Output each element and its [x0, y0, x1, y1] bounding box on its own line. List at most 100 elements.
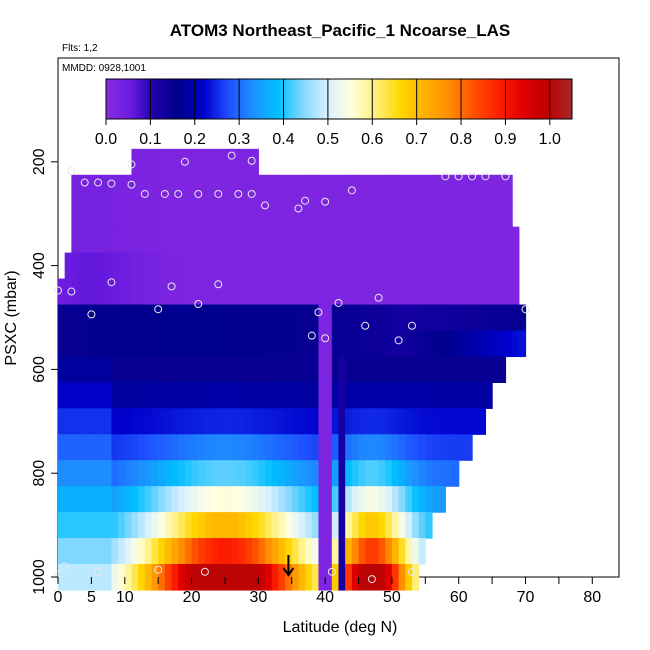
heatmap-cell: [164, 434, 173, 461]
heatmap-cell: [385, 486, 393, 513]
heatmap-cell: [204, 356, 213, 383]
heatmap-cell: [318, 382, 326, 409]
heatmap-cell: [458, 226, 466, 254]
heatmap-cell: [278, 278, 286, 306]
heatmap-cell: [291, 252, 300, 280]
heatmap-cell: [171, 226, 179, 254]
heatmap-cell: [171, 486, 179, 513]
heatmap-cell: [245, 486, 253, 513]
heatmap-cell: [218, 200, 226, 228]
heatmap-cell: [184, 512, 193, 539]
heatmap-cell: [171, 174, 179, 202]
heatmap-cell: [164, 564, 173, 591]
heatmap-cell: [211, 226, 219, 254]
heatmap-cell: [238, 330, 246, 358]
heatmap-cell: [432, 434, 440, 461]
heatmap-cell: [64, 512, 72, 539]
heatmap-cell: [251, 460, 259, 487]
heatmap-cell: [318, 356, 326, 383]
heatmap-cell: [285, 564, 293, 591]
heatmap-cell: [492, 200, 500, 228]
heatmap-cell: [418, 408, 426, 435]
colorbar-tick-label: 0.4: [272, 131, 294, 148]
heatmap-cell: [505, 200, 513, 228]
heatmap-cell: [338, 278, 346, 306]
heatmap-cell: [458, 330, 466, 358]
heatmap-cell: [291, 330, 300, 358]
heatmap-cell: [178, 512, 186, 539]
heatmap-cell: [505, 226, 513, 254]
heatmap-cell: [98, 200, 106, 228]
heatmap-cell: [111, 252, 119, 280]
heatmap-cell: [325, 278, 333, 306]
heatmap-cell: [298, 252, 306, 280]
heatmap-cell: [305, 226, 313, 254]
arrow-marker: [282, 555, 295, 577]
heatmap-cell: [492, 330, 500, 358]
y-tick-label: 800: [31, 460, 48, 487]
heatmap-cell: [438, 408, 446, 435]
heatmap-cell: [164, 200, 173, 228]
heatmap-cell: [184, 252, 193, 280]
heatmap-cell: [198, 148, 206, 176]
heatmap-cell: [271, 382, 279, 409]
heatmap-cell: [405, 304, 413, 332]
heatmap-cell: [211, 460, 219, 487]
heatmap-cell: [144, 252, 153, 280]
heatmap-cell: [298, 278, 306, 306]
heatmap-cell: [151, 486, 159, 513]
heatmap-cell: [84, 330, 92, 358]
heatmap-cell: [338, 304, 346, 332]
heatmap-cell: [124, 252, 133, 280]
heatmap-cell: [144, 356, 153, 383]
heatmap-cell: [452, 174, 460, 202]
heatmap-cell: [512, 304, 520, 332]
heatmap-cell: [311, 278, 320, 306]
heatmap-cell: [305, 174, 313, 202]
heatmap-cell: [311, 538, 320, 565]
heatmap-cell: [498, 330, 507, 358]
heatmap-cell: [204, 382, 213, 409]
heatmap-cell: [238, 356, 246, 383]
heatmap-cell: [291, 512, 300, 539]
x-tick-label: 30: [249, 589, 267, 606]
heatmap-cell: [418, 330, 426, 358]
heatmap-cell: [398, 460, 406, 487]
heatmap-cell: [151, 564, 159, 591]
heatmap-cell: [458, 434, 466, 461]
heatmap-cell: [465, 278, 473, 306]
heatmap-cell: [365, 382, 373, 409]
heatmap-cell: [458, 408, 466, 435]
heatmap-cell: [204, 434, 213, 461]
heatmap-cell: [311, 356, 320, 383]
heatmap-cell: [178, 538, 186, 565]
heatmap-cell: [345, 226, 353, 254]
heatmap-cell: [78, 382, 86, 409]
heatmap-cell: [345, 278, 353, 306]
heatmap-cell: [405, 174, 413, 202]
heatmap-cell: [325, 460, 333, 487]
heatmap-cell: [411, 304, 420, 332]
heatmap-cell: [144, 330, 153, 358]
heatmap-cell: [144, 382, 153, 409]
flight-point: [154, 305, 163, 314]
heatmap-cell: [258, 304, 266, 332]
heatmap-cell: [358, 408, 366, 435]
heatmap-cell: [151, 252, 159, 280]
heatmap-cell: [64, 252, 72, 280]
heatmap-cell: [138, 434, 146, 461]
chart-title: ATOM3 Northeast_Pacific_1 Ncoarse_LAS: [170, 21, 510, 40]
heatmap-cell: [432, 382, 440, 409]
heatmap-cell: [198, 382, 206, 409]
heatmap-cell: [305, 304, 313, 332]
heatmap-cell: [398, 330, 406, 358]
heatmap-cell: [78, 330, 86, 358]
heatmap-cell: [178, 434, 186, 461]
heatmap-cell: [305, 460, 313, 487]
heatmap-cell: [91, 434, 99, 461]
heatmap-cell: [432, 252, 440, 280]
heatmap-cell: [211, 538, 219, 565]
heatmap-cell: [478, 226, 487, 254]
heatmap-cell: [224, 512, 233, 539]
heatmap-cell: [445, 252, 453, 280]
